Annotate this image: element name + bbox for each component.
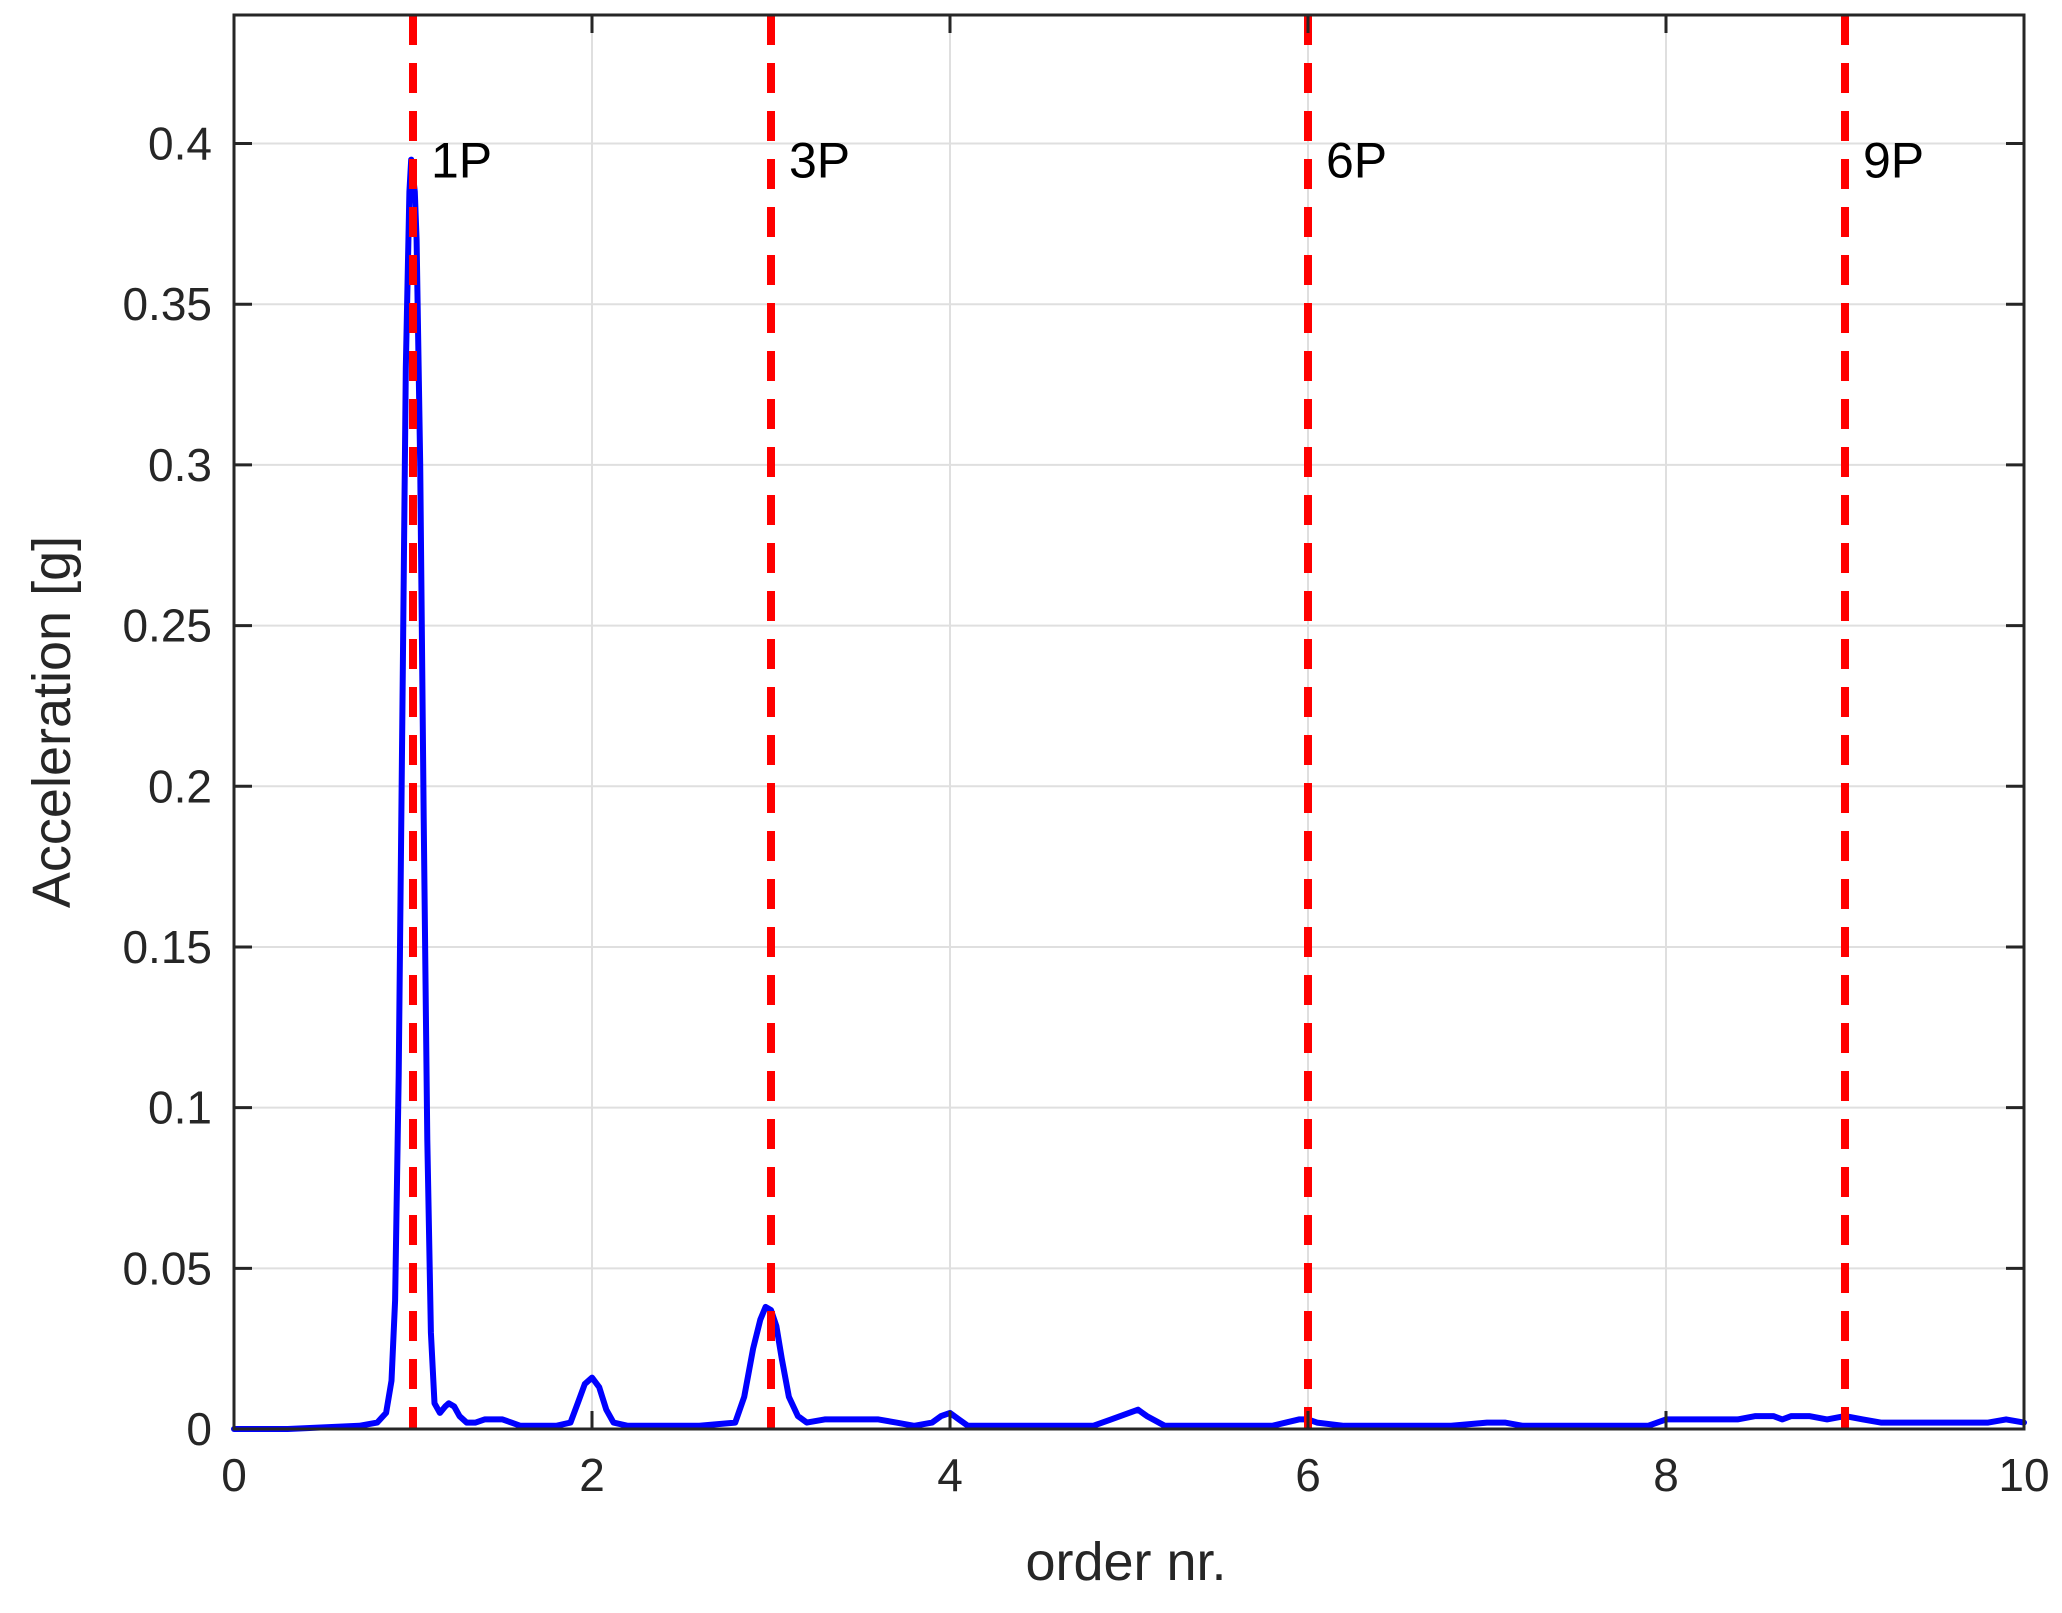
plot-frame: [232, 13, 2026, 1431]
y-tick-label: 0: [186, 1403, 212, 1455]
x-tick-label: 0: [221, 1449, 247, 1501]
y-tick-label: 0.15: [122, 921, 212, 973]
y-tick-label: 0.4: [148, 118, 212, 170]
reference-label-9p: 9P: [1863, 133, 1924, 189]
x-tick-label: 8: [1653, 1449, 1679, 1501]
reference-label-1p: 1P: [431, 133, 492, 189]
y-tick-label: 0.05: [122, 1242, 212, 1294]
x-tick-label: 2: [579, 1449, 605, 1501]
x-tick-label: 6: [1295, 1449, 1321, 1501]
axis-labels: order nr. Acceleration [g]: [22, 536, 1227, 1592]
x-axis-label: order nr.: [1025, 1532, 1226, 1592]
y-tick-label: 0.2: [148, 760, 212, 812]
y-tick-label: 0.3: [148, 439, 212, 491]
reference-label-3p: 3P: [789, 133, 850, 189]
x-tick-label: 10: [1998, 1449, 2049, 1501]
reference-lines: 1P 3P 6P 9P: [409, 15, 1924, 1429]
y-tick-label: 0.25: [122, 600, 212, 652]
x-tick-label: 4: [937, 1449, 963, 1501]
y-tick-label: 0.1: [148, 1082, 212, 1134]
y-axis-label: Acceleration [g]: [22, 536, 82, 908]
reference-label-6p: 6P: [1326, 133, 1387, 189]
axis-ticks: 0 2 4 6 8 10 0 0.05 0.1 0.15 0.2 0.25 0.3 0.35 0.4: [122, 15, 2050, 1501]
y-tick-label: 0.35: [122, 278, 212, 330]
